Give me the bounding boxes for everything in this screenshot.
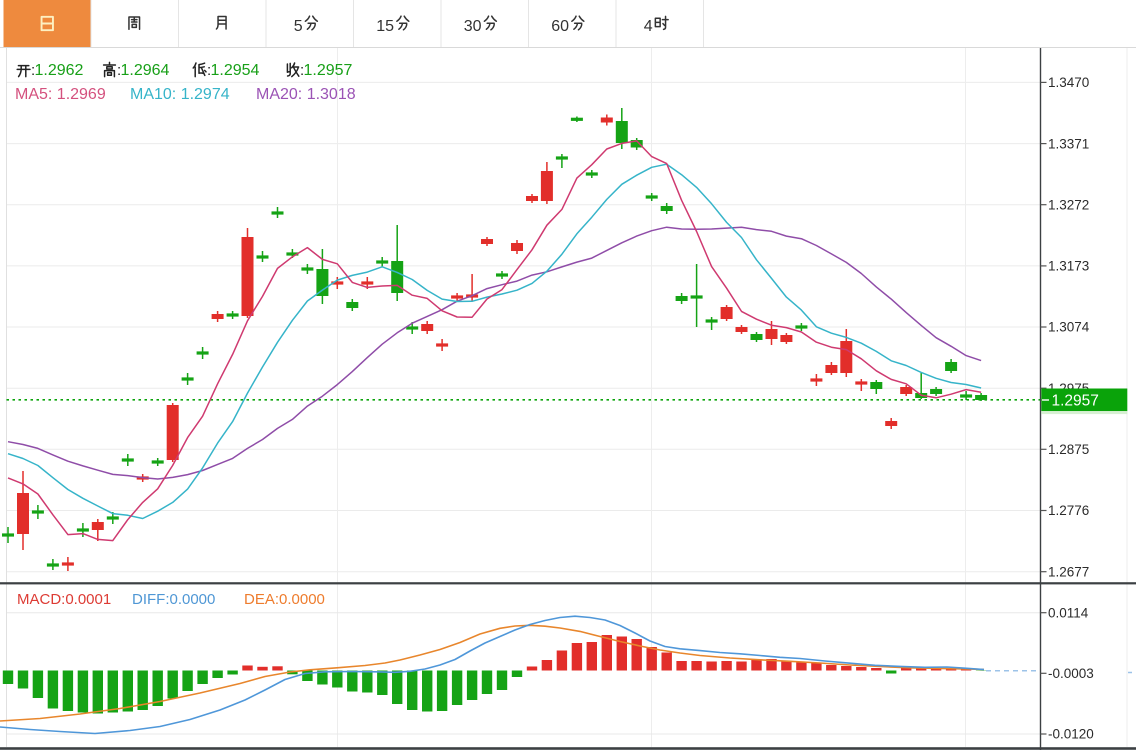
svg-text:4: 4	[644, 18, 653, 35]
svg-text:1.2957: 1.2957	[304, 62, 353, 79]
svg-text::: :	[117, 62, 121, 79]
svg-text:1.2677: 1.2677	[1048, 564, 1089, 579]
svg-text:1.2962: 1.2962	[35, 62, 84, 79]
svg-text:1.2875: 1.2875	[1048, 442, 1089, 457]
svg-text:MA5: 1.2969: MA5: 1.2969	[15, 86, 106, 103]
svg-text:0.0114: 0.0114	[1048, 605, 1089, 620]
svg-text:DEA:0.0000: DEA:0.0000	[244, 591, 325, 608]
svg-text:DIFF:0.0000: DIFF:0.0000	[132, 591, 215, 608]
svg-text:-0.0120: -0.0120	[1048, 727, 1094, 742]
svg-text:30: 30	[464, 18, 482, 35]
svg-text:1.3470: 1.3470	[1048, 75, 1089, 90]
svg-text:5: 5	[294, 18, 303, 35]
svg-text::: :	[300, 62, 304, 79]
svg-text::: :	[31, 62, 35, 79]
svg-text:MACD:0.0001: MACD:0.0001	[17, 591, 111, 608]
svg-text::: :	[207, 62, 211, 79]
svg-text:15: 15	[376, 18, 394, 35]
svg-text:1.2957: 1.2957	[1052, 392, 1099, 409]
svg-text:1.3074: 1.3074	[1048, 320, 1090, 335]
svg-text:1.3173: 1.3173	[1048, 259, 1089, 274]
svg-text:MA10: 1.2974: MA10: 1.2974	[130, 86, 230, 103]
svg-text:1.2964: 1.2964	[121, 62, 170, 79]
svg-text:1.3371: 1.3371	[1048, 136, 1089, 151]
svg-text:MA20: 1.3018: MA20: 1.3018	[256, 86, 356, 103]
svg-text:-0.0003: -0.0003	[1048, 666, 1094, 681]
svg-text:1.2776: 1.2776	[1048, 503, 1089, 518]
svg-text:1.3272: 1.3272	[1048, 197, 1089, 212]
svg-text:60: 60	[551, 18, 569, 35]
svg-text:1.2954: 1.2954	[211, 62, 260, 79]
